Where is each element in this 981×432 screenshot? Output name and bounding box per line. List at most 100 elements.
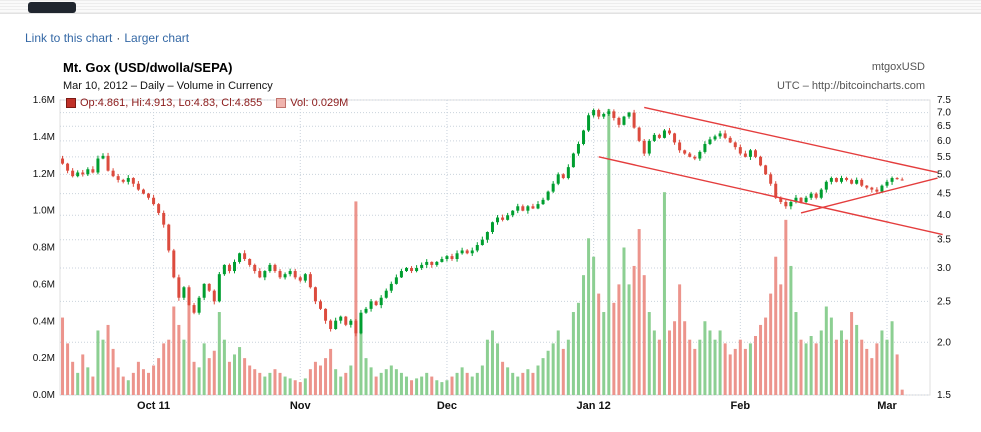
volume-bar xyxy=(455,372,459,395)
volume-bar xyxy=(187,293,191,395)
candle xyxy=(582,130,586,144)
volume-bar xyxy=(490,330,494,395)
candles xyxy=(61,108,904,337)
candle xyxy=(521,206,525,211)
candle xyxy=(71,170,75,177)
volume-bar xyxy=(66,343,70,395)
volume-bar xyxy=(541,358,545,395)
volume-bar xyxy=(718,330,722,395)
candle xyxy=(106,155,110,171)
volume-bar xyxy=(516,376,520,395)
candle xyxy=(324,308,328,321)
volume-bar xyxy=(258,372,262,395)
candle xyxy=(329,320,333,330)
trendline xyxy=(800,177,938,214)
candle xyxy=(167,224,171,251)
candle xyxy=(96,158,100,173)
candle xyxy=(303,274,307,281)
candle xyxy=(293,271,297,278)
volume-bar xyxy=(278,372,282,395)
candle xyxy=(445,256,449,260)
candle xyxy=(440,259,444,262)
volume-bar xyxy=(389,365,393,395)
candle xyxy=(713,136,717,140)
volume-bar xyxy=(521,372,525,395)
candle xyxy=(222,264,226,275)
volume-bar xyxy=(324,358,328,395)
candle xyxy=(809,193,813,198)
candle xyxy=(384,290,388,298)
candle xyxy=(789,201,793,207)
chart-symbol: mtgoxUSD xyxy=(871,61,925,73)
trendline xyxy=(598,156,943,236)
candle xyxy=(389,283,393,291)
volume-bar xyxy=(369,367,373,395)
price-tick-label: 5.0 xyxy=(937,169,951,180)
candle xyxy=(627,112,631,117)
price-tick-label: 4.5 xyxy=(937,189,951,200)
price-tick-label: 7.0 xyxy=(937,108,951,119)
candle xyxy=(101,155,105,159)
top-tab xyxy=(28,2,76,13)
volume-bar xyxy=(465,372,469,395)
volume-legend-swatch xyxy=(276,98,287,108)
volume-bar xyxy=(779,284,783,395)
volume-bar xyxy=(824,306,828,395)
volume-bar xyxy=(839,330,843,395)
volume-bar xyxy=(627,284,631,395)
volume-bar xyxy=(182,339,186,395)
volume-bar xyxy=(131,372,135,395)
candle xyxy=(455,253,459,260)
volume-bar xyxy=(116,367,120,395)
volume-bar xyxy=(652,330,656,395)
candle xyxy=(172,250,176,278)
candle xyxy=(885,181,889,186)
volume-bar xyxy=(526,369,530,395)
candle xyxy=(339,316,343,321)
candle xyxy=(683,150,687,154)
volume-bar xyxy=(96,330,100,395)
candle xyxy=(485,232,489,240)
volume-bar xyxy=(880,330,884,395)
candle xyxy=(900,179,904,181)
volume-tick-label: 0.0M xyxy=(33,390,55,401)
volume-tick-label: 0.6M xyxy=(33,279,55,290)
volume-bar xyxy=(890,321,894,395)
price-tick-label: 1.5 xyxy=(937,390,951,401)
candle xyxy=(126,178,130,182)
candle xyxy=(607,111,611,114)
volume-bar xyxy=(668,330,672,395)
volume-bar xyxy=(313,361,317,395)
candle xyxy=(784,201,788,207)
volume-bar xyxy=(192,361,196,395)
volume-bar xyxy=(551,343,555,395)
volume-bar xyxy=(379,372,383,395)
candle xyxy=(824,181,828,190)
candle xyxy=(753,150,757,157)
volume-bar xyxy=(733,348,737,395)
candle xyxy=(617,117,621,125)
candle xyxy=(860,179,864,186)
candle xyxy=(344,316,348,325)
volume-bar xyxy=(293,380,297,395)
volume-bar xyxy=(480,365,484,395)
link-to-this-chart[interactable]: Link to this chart xyxy=(25,31,113,45)
candle xyxy=(733,142,737,148)
larger-chart-link[interactable]: Larger chart xyxy=(124,31,190,45)
price-tick-label: 6.5 xyxy=(937,121,951,132)
candle xyxy=(834,178,838,182)
month-tick-label: Nov xyxy=(290,400,312,412)
candle xyxy=(541,199,545,205)
candle xyxy=(890,178,894,182)
volume-tick-label: 1.6M xyxy=(33,95,55,106)
price-axis-labels: 1.5 2.0 2.5 3.0 3.5 4.0 4.5 5.0 5.5 6.0 6.5 7.0 7.5 xyxy=(937,95,951,401)
volume-bar xyxy=(764,317,768,395)
candle xyxy=(460,250,464,254)
candle xyxy=(288,271,292,275)
volume-bar xyxy=(753,336,757,395)
candle xyxy=(91,169,95,173)
candle xyxy=(728,137,732,143)
volume-bar xyxy=(253,369,257,395)
candle xyxy=(111,170,115,177)
link-separator: · xyxy=(116,31,121,45)
